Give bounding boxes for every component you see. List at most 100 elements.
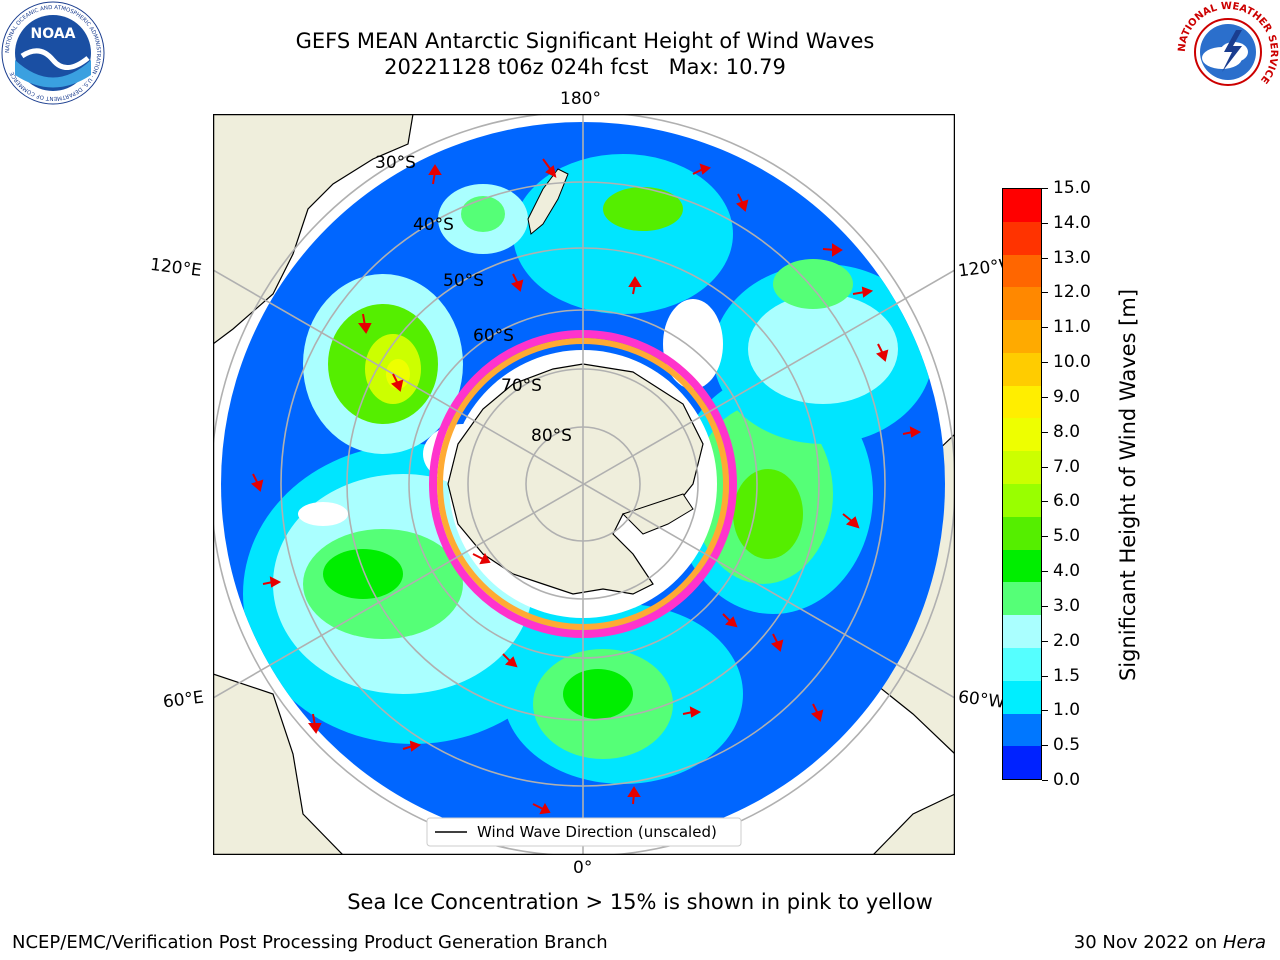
wave-field-tasman xyxy=(513,154,733,314)
wave-direction-arrow xyxy=(472,552,491,565)
colorbar-segment xyxy=(1003,713,1041,747)
colorbar-tick-mark xyxy=(1042,675,1048,677)
colorbar-tick-label: 1.0 xyxy=(1053,700,1081,721)
colorbar-tick-mark xyxy=(1042,362,1048,364)
colorbar-tick-label: 15.0 xyxy=(1053,178,1091,198)
colorbar-tick-mark xyxy=(1042,396,1048,398)
colorbar-tick-label: 7.0 xyxy=(1053,456,1081,477)
colorbar-segment xyxy=(1003,549,1041,583)
lat-label-30s: 30°S xyxy=(375,153,416,173)
colorbar-segment xyxy=(1003,254,1041,288)
map-legend: Wind Wave Direction (unscaled) xyxy=(426,817,742,847)
lon-label-180: 180° xyxy=(560,89,601,109)
legend-text: Wind Wave Direction (unscaled) xyxy=(477,823,717,841)
land-south-america-tip xyxy=(872,793,955,855)
lat-label-50s: 50°S xyxy=(443,271,484,291)
colorbar-tick-label: 4.0 xyxy=(1053,561,1081,582)
wave-direction-arrow xyxy=(852,286,874,298)
colorbar-tick-label: 5.0 xyxy=(1053,526,1081,547)
wind-wave-arrows xyxy=(251,158,922,815)
colorbar-tick-mark xyxy=(1042,605,1048,607)
wave-direction-arrow xyxy=(358,313,372,334)
wave-direction-arrow xyxy=(876,343,889,362)
colorbar-tick-mark xyxy=(1042,257,1048,259)
title-line-2: 20221128 t06z 024h fcst Max: 10.79 xyxy=(384,55,786,79)
wave-direction-arrow xyxy=(251,473,264,492)
noaa-logo: NOAA NATIONAL OCEANIC AND ATMOSPHERIC AD… xyxy=(0,0,106,106)
wave-direction-arrow xyxy=(391,373,404,392)
colorbar xyxy=(1002,188,1042,780)
lat-label-70s: 70°S xyxy=(501,376,542,396)
wave-direction-arrow xyxy=(542,158,557,178)
colorbar-tick-mark xyxy=(1042,501,1048,503)
colorbar-segment xyxy=(1003,320,1041,353)
colorbar-tick-label: 6.0 xyxy=(1053,491,1081,512)
colorbar-segment xyxy=(1003,418,1041,452)
wave-direction-arrow xyxy=(308,713,322,734)
colorbar-tick-label: 11.0 xyxy=(1053,317,1091,338)
colorbar-segment xyxy=(1003,680,1041,714)
colorbar-tick-label: 0.5 xyxy=(1053,735,1081,756)
wave-direction-arrow xyxy=(532,802,551,815)
wave-direction-arrow xyxy=(736,193,749,212)
graticule xyxy=(213,114,955,855)
lon-label-60e: 60°E xyxy=(161,687,205,713)
colorbar-segment xyxy=(1003,221,1041,255)
footer-date: 30 Nov 2022 on Hera xyxy=(1074,932,1266,953)
lon-label-60w: 60°W xyxy=(956,687,1006,713)
map-panel: 30°S 40°S 50°S 60°S 70°S 80°S Wind Wave … xyxy=(212,113,956,856)
colorbar-segment xyxy=(1003,287,1041,321)
wave-direction-arrow xyxy=(402,740,422,752)
colorbar-tick-label: 1.5 xyxy=(1053,665,1081,686)
wave-direction-arrow xyxy=(628,276,642,295)
colorbar-fill xyxy=(1003,189,1041,780)
colorbar-segment xyxy=(1003,746,1041,780)
colorbar-tick-mark xyxy=(1042,710,1048,712)
wave-direction-arrow xyxy=(627,786,641,805)
wave-direction-arrow xyxy=(902,426,922,438)
colorbar-segment xyxy=(1003,484,1041,517)
colorbar-segment xyxy=(1003,615,1041,648)
colorbar-segment xyxy=(1003,385,1041,419)
map-frame xyxy=(212,113,956,856)
wave-direction-arrow xyxy=(428,164,442,185)
lat-label-40s: 40°S xyxy=(413,215,454,235)
colorbar-segment xyxy=(1003,516,1041,550)
land-australia xyxy=(213,114,414,345)
colorbar-label: Significant Height of Wind Waves [m] xyxy=(1116,288,1140,682)
colorbar-tick-mark xyxy=(1042,431,1048,433)
svg-text:NOAA: NOAA xyxy=(31,26,76,42)
wave-direction-arrow xyxy=(262,576,282,588)
lon-label-120e: 120°E xyxy=(148,254,203,282)
lat-label-60s: 60°S xyxy=(473,326,514,346)
colorbar-tick-mark xyxy=(1042,780,1048,781)
colorbar-tick-label: 9.0 xyxy=(1053,386,1081,407)
title-line-1: GEFS MEAN Antarctic Significant Height o… xyxy=(295,29,875,53)
wave-direction-arrow xyxy=(511,273,524,292)
colorbar-tick-mark xyxy=(1042,640,1048,642)
footer-credit: NCEP/EMC/Verification Post Processing Pr… xyxy=(12,932,608,953)
colorbar-segment xyxy=(1003,189,1041,222)
colorbar-tick-label: 10.0 xyxy=(1053,352,1091,373)
footer-date-text: 30 Nov 2022 on xyxy=(1073,932,1223,953)
colorbar-tick-mark xyxy=(1042,745,1048,747)
colorbar-segment xyxy=(1003,647,1041,681)
colorbar-tick-mark xyxy=(1042,188,1048,189)
colorbar-tick-mark xyxy=(1042,327,1048,329)
meridian-120e-60w xyxy=(213,269,955,699)
colorbar-tick-label: 0.0 xyxy=(1053,770,1081,790)
lat-label-80s: 80°S xyxy=(531,426,572,446)
wave-direction-arrow xyxy=(811,703,824,722)
chart-title: GEFS MEAN Antarctic Significant Height o… xyxy=(0,28,1170,80)
nws-logo: NATIONAL WEATHER SERVICE xyxy=(1176,0,1280,104)
wave-direction-arrow xyxy=(682,706,702,718)
footer-host: Hera xyxy=(1222,932,1266,953)
colorbar-tick-mark xyxy=(1042,571,1048,573)
colorbar-segment xyxy=(1003,352,1041,386)
colorbar-tick-label: 8.0 xyxy=(1053,421,1081,442)
lon-label-0: 0° xyxy=(573,858,593,878)
land-new-zealand xyxy=(527,168,569,235)
wave-direction-arrow xyxy=(692,163,711,175)
colorbar-tick-mark xyxy=(1042,536,1048,538)
colorbar-tick-label: 2.0 xyxy=(1053,630,1081,651)
